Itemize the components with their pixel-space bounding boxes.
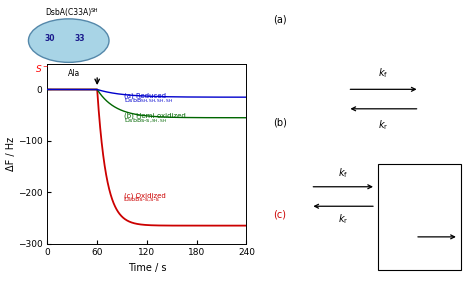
Text: $k_\mathrm{r}$: $k_\mathrm{r}$ (378, 119, 389, 132)
Text: SH: SH (91, 8, 98, 12)
Bar (378, 164, 461, 270)
X-axis label: Time / s: Time / s (128, 263, 166, 273)
Text: (b) Hemi-oxidized: (b) Hemi-oxidized (124, 112, 185, 119)
Text: $k_\mathrm{f}$: $k_\mathrm{f}$ (338, 166, 348, 180)
Text: $k_\mathrm{r}$: $k_\mathrm{r}$ (338, 212, 348, 226)
Text: 33: 33 (75, 34, 85, 44)
Text: DsbBs-s,s-s: DsbBs-s,s-s (124, 197, 160, 202)
Text: (b): (b) (273, 117, 287, 127)
Text: (a): (a) (273, 14, 287, 24)
Text: DsbBs-s,$_{\mathsf{SH,SH}}$: DsbBs-s,$_{\mathsf{SH,SH}}$ (124, 117, 167, 125)
Text: $k_\mathrm{f}$: $k_\mathrm{f}$ (378, 66, 389, 79)
Text: 30: 30 (45, 34, 55, 44)
Text: DsbA(C33A): DsbA(C33A) (46, 8, 92, 17)
Ellipse shape (28, 19, 109, 62)
Y-axis label: ΔF / Hz: ΔF / Hz (7, 137, 17, 171)
Text: Ala: Ala (68, 69, 81, 78)
Text: DsbB$_{\mathsf{SH,SH,SH,SH}}$: DsbB$_{\mathsf{SH,SH,SH,SH}}$ (124, 97, 173, 105)
Text: (a) Reduced: (a) Reduced (124, 92, 166, 99)
Text: (c) Oxidized: (c) Oxidized (124, 192, 165, 199)
Text: $\mathit{S}^-$: $\mathit{S}^-$ (35, 63, 49, 74)
Text: (c): (c) (273, 209, 286, 219)
